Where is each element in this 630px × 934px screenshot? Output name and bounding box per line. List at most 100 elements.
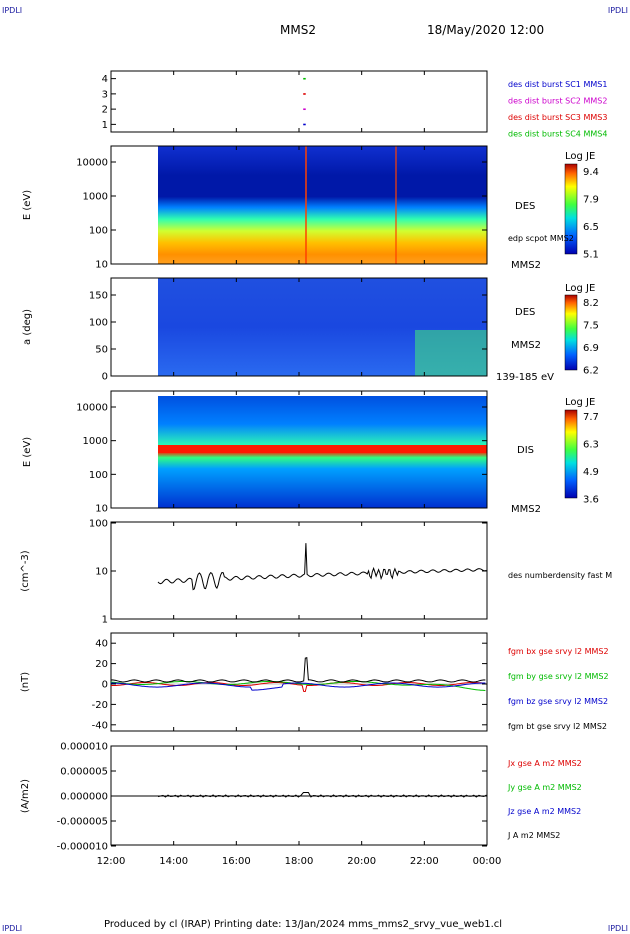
burst-marker [303, 123, 306, 126]
y-tick-label: 0 [102, 372, 108, 383]
burst-legend-entry: des dist burst SC4 MMS4 [508, 130, 607, 139]
page-datetime: 18/May/2020 12:00 [427, 23, 545, 37]
y-tick-label: 10 [95, 567, 108, 578]
colorbar-dis-energy [564, 409, 578, 499]
time-tick-label: 18:00 [285, 856, 314, 867]
y-tick-label: 100 [89, 470, 108, 481]
b-legend-entry: fgm bz gse srvy l2 MMS2 [508, 697, 608, 706]
y-tick-label: 150 [89, 291, 108, 302]
corner-label-bottom-left: IPDLI [2, 924, 23, 933]
b-legend-entry: fgm by gse srvy l2 MMS2 [508, 672, 609, 681]
corner-label-top-right: IPDLI [607, 6, 628, 15]
colorbar-tick: 8.2 [583, 298, 599, 309]
colorbar-tick: 7.5 [583, 321, 599, 332]
y-tick-label: 0.000005 [60, 767, 108, 778]
panel-label: DES [515, 307, 535, 318]
y-tick-label: 3 [102, 89, 108, 100]
time-tick-label: 20:00 [347, 856, 376, 867]
axis-ticks [110, 71, 488, 847]
time-tick-label: 14:00 [159, 856, 188, 867]
j-legend-entry: Jz gse A m2 MMS2 [507, 807, 581, 816]
axis-labels: 12:00 14:00 16:00 18:00 20:00 22:00 00:00 1 2 3 4 d… [20, 74, 612, 867]
b-legend-entry: fgm bx gse srvy l2 MMS2 [508, 647, 609, 656]
y-tick-label: 1000 [83, 436, 108, 447]
j-legend-entry: J A m2 MMS2 [507, 831, 560, 840]
colorbar-tick: 6.2 [583, 366, 599, 377]
y-tick-label: 2 [102, 105, 108, 116]
y-axis-label: (nT) [20, 672, 31, 692]
colorbar-tick: 6.9 [583, 343, 599, 354]
colorbar-tick: 6.3 [583, 440, 599, 451]
time-tick-label: 22:00 [410, 856, 439, 867]
corner-label-bottom-right: IPDLI [607, 924, 628, 933]
y-tick-label: -0.000005 [57, 817, 108, 828]
by-series-line [110, 681, 486, 691]
panel-label: DES [515, 201, 535, 212]
y-axis-label: E (eV) [22, 437, 33, 467]
density-legend-entry: des numberdensity fast M [508, 571, 612, 580]
y-tick-label: 4 [102, 74, 108, 85]
bx-series-line [111, 682, 486, 693]
y-tick-label: 1 [102, 120, 108, 131]
b-legend-entry: fgm bt gse srvy l2 MMS2 [508, 722, 607, 731]
y-axis-label: a (deg) [22, 309, 33, 345]
des-pitch-green-patch [415, 330, 487, 376]
y-tick-label: 1000 [83, 192, 108, 203]
burst-marker [303, 77, 306, 80]
y-tick-label: 50 [95, 345, 108, 356]
colorbar-title: Log JE [565, 397, 595, 408]
y-tick-label: 1 [102, 615, 108, 626]
y-tick-label: 100 [89, 226, 108, 237]
y-tick-label: 20 [95, 659, 108, 670]
colorbar-tick: 7.7 [583, 412, 599, 423]
y-tick-label: 10 [95, 260, 108, 271]
panel-bottom-label: MMS2 [511, 504, 541, 515]
bz-series-line [111, 682, 486, 691]
y-tick-label: -20 [92, 700, 108, 711]
j-legend-entry: Jy gse A m2 MMS2 [507, 783, 582, 792]
y-tick-label: 0.000010 [60, 742, 108, 753]
burst-markers [303, 77, 306, 126]
y-tick-label: 10 [95, 504, 108, 515]
des-energy-spectrogram [158, 146, 487, 264]
panel-bottom-label: MMS2 [511, 260, 541, 271]
burst-legend-entry: des dist burst SC1 MMS1 [508, 80, 607, 89]
y-tick-label: 100 [89, 519, 108, 530]
colorbar-title: Log JE [565, 283, 595, 294]
j-series-line [157, 792, 487, 798]
y-tick-label: 40 [95, 639, 108, 650]
y-tick-label: 100 [89, 318, 108, 329]
colorbar-des-energy [564, 163, 578, 255]
burst-marker [303, 108, 306, 111]
time-tick-label: 16:00 [222, 856, 251, 867]
page-title: MMS2 [280, 23, 316, 37]
burst-legend-entry: des dist burst SC3 MMS3 [508, 113, 607, 122]
time-tick-label: 00:00 [473, 856, 502, 867]
j-legend-entry: Jx gse A m2 MMS2 [507, 759, 582, 768]
panel-burst-frame [110, 70, 488, 133]
footer-text: Produced by cl (IRAP) Printing date: 13/… [104, 919, 503, 930]
y-tick-label: 10000 [76, 158, 108, 169]
colorbar-tick: 5.1 [583, 250, 599, 261]
density-series-line [157, 543, 487, 591]
colorbar-tick: 9.4 [583, 167, 599, 178]
panel-sublabel: MMS2 [511, 340, 541, 351]
panel-bottom-label: 139-185 eV [496, 372, 554, 383]
bt-series-line [110, 657, 486, 683]
y-axis-label: (cm^-3) [20, 550, 31, 591]
dis-red-band [158, 445, 487, 453]
colorbar-des-pitch [564, 294, 578, 371]
y-axis-label: (A/m2) [20, 779, 31, 813]
y-axis-label: E (eV) [22, 190, 33, 220]
y-tick-label: 0 [102, 680, 108, 691]
y-tick-label: 0.000000 [60, 792, 108, 803]
colorbar-title: Log JE [565, 151, 595, 162]
colorbar-tick: 4.9 [583, 467, 599, 478]
corner-label-top-left: IPDLI [2, 6, 23, 15]
colorbar-tick: 7.9 [583, 195, 599, 206]
panel-sublabel: edp scpot MMS2 [508, 234, 574, 243]
panel-label: DIS [517, 445, 534, 456]
burst-legend-entry: des dist burst SC2 MMS2 [508, 97, 607, 106]
time-tick-label: 12:00 [97, 856, 126, 867]
